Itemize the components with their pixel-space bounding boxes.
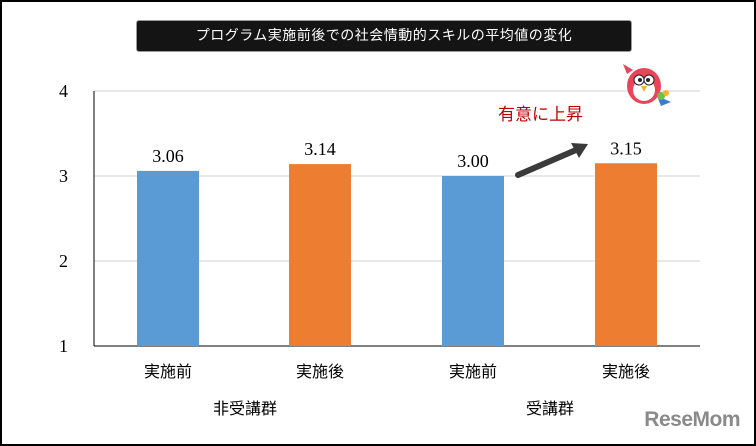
bar bbox=[137, 170, 199, 346]
annotation-text: 有意に上昇 bbox=[498, 105, 583, 125]
bar bbox=[289, 164, 351, 346]
y-tick-label: 2 bbox=[59, 251, 68, 271]
y-tick-label: 1 bbox=[59, 336, 68, 356]
x-tick-label: 実施前 bbox=[144, 362, 192, 381]
x-tick-label: 実施後 bbox=[296, 362, 344, 381]
resemom-logo: ReseMom bbox=[644, 408, 740, 431]
x-tick-label: 実施前 bbox=[449, 362, 497, 381]
data-label: 3.15 bbox=[610, 138, 642, 158]
bar bbox=[595, 163, 657, 346]
y-tick-label: 4 bbox=[59, 81, 68, 101]
chart-title: プログラム実施前後での社会情動的スキルの平均値の変化 bbox=[136, 20, 632, 52]
bird-mascot-icon bbox=[623, 64, 671, 106]
data-label: 3.00 bbox=[457, 151, 489, 171]
x-tick-label: 実施後 bbox=[602, 362, 650, 381]
data-label: 3.14 bbox=[304, 139, 336, 159]
group-label: 受講群 bbox=[526, 399, 574, 418]
significance-arrowhead bbox=[571, 143, 588, 158]
bar bbox=[442, 176, 504, 346]
y-tick-label: 3 bbox=[59, 166, 68, 186]
data-label: 3.06 bbox=[152, 146, 184, 166]
significance-arrow bbox=[515, 147, 579, 178]
group-label: 非受講群 bbox=[213, 399, 277, 418]
